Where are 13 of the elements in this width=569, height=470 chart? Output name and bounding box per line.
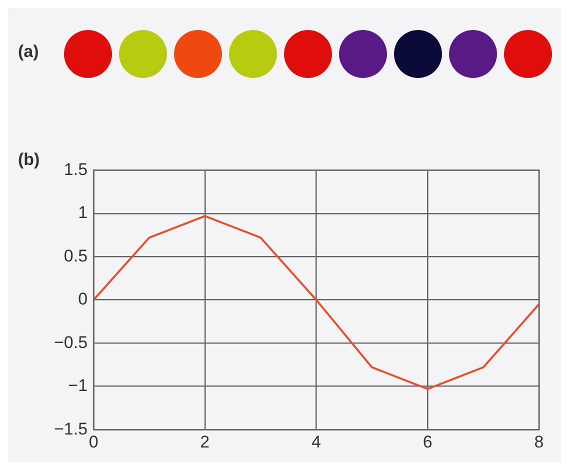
y-tick-label: 0 [78, 290, 88, 309]
y-tick-label: 1 [78, 203, 88, 222]
x-tick-label: 8 [534, 432, 544, 452]
x-tick-label: 2 [200, 432, 210, 452]
text: (a) [18, 42, 39, 62]
y-tick-label: −0.5 [54, 332, 88, 352]
y-tick-label: 1.5 [64, 160, 88, 179]
x-tick-label: 6 [422, 432, 432, 452]
text: (b) [18, 150, 40, 170]
x-tick-label: 4 [312, 432, 322, 452]
y-tick-label: −1.5 [54, 419, 88, 438]
y-tick-label: −1 [68, 376, 88, 396]
y-tick-label: 0.5 [64, 246, 88, 266]
